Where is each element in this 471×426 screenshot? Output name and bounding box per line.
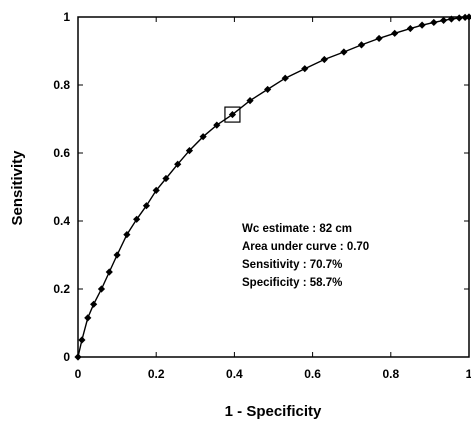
data-point	[391, 29, 399, 37]
x-tick-label: 0.8	[382, 367, 399, 381]
data-point	[455, 14, 463, 22]
data-point	[90, 300, 98, 308]
data-point	[78, 336, 86, 344]
annotation-wc-estimate: Wc estimate : 82 cm	[242, 223, 352, 235]
x-tick-label: 0.4	[226, 367, 243, 381]
x-tick-label: 0	[75, 367, 82, 381]
data-point	[84, 314, 92, 322]
plot-border	[77, 16, 470, 358]
data-point	[461, 13, 469, 21]
data-point	[357, 41, 366, 49]
annotation-specificity: Specificity : 58.7%	[242, 277, 342, 289]
data-point	[113, 251, 121, 259]
data-point	[340, 48, 348, 56]
data-point	[97, 285, 106, 293]
y-tick-label: 0.8	[53, 78, 70, 92]
data-point	[133, 215, 141, 223]
y-tick-label: 0	[63, 350, 70, 364]
data-point	[301, 65, 309, 73]
y-tick-label: 0.2	[53, 282, 70, 296]
data-point	[174, 160, 182, 168]
data-point	[228, 110, 237, 119]
cutoff-marker	[224, 106, 241, 123]
data-point	[406, 24, 414, 33]
data-point	[447, 15, 456, 23]
data-markers	[74, 13, 471, 361]
y-axis-label: Sensitivity	[9, 150, 26, 226]
data-point	[246, 97, 254, 105]
x-tick-label: 1	[466, 367, 471, 381]
y-tick-label: 0.4	[53, 214, 70, 228]
data-point	[439, 16, 448, 24]
data-point	[465, 13, 471, 21]
x-axis-label: 1 - Specificity	[225, 403, 322, 420]
annotation-sensitivity: Sensitivity : 70.7%	[242, 259, 342, 271]
highlighted-point	[224, 106, 241, 123]
series-line	[77, 16, 470, 358]
axis-ticks: 0 0.2 0.4 0.6 0.8 1 0 0.2 0.4 0.6 0.8 1	[53, 10, 471, 381]
data-point	[123, 231, 131, 239]
data-point	[281, 74, 289, 82]
data-point	[199, 133, 207, 141]
data-point	[142, 202, 151, 210]
data-point	[152, 186, 160, 194]
data-point	[418, 21, 426, 29]
data-point	[185, 147, 194, 155]
y-tick-label: 1	[63, 10, 70, 24]
roc-curve	[77, 16, 470, 358]
data-point	[105, 268, 113, 276]
data-point	[264, 85, 272, 94]
data-point	[213, 121, 221, 129]
x-tick-label: 0.6	[304, 367, 321, 381]
x-tick-label: 0.2	[148, 367, 165, 381]
y-tick-label: 0.6	[53, 146, 70, 160]
data-point	[375, 34, 383, 43]
data-point	[162, 174, 170, 183]
data-point	[74, 353, 82, 361]
annotation-box: Wc estimate : 82 cm Area under curve : 0…	[242, 223, 369, 289]
data-point	[320, 55, 328, 64]
data-point	[430, 18, 438, 27]
annotation-auc: Area under curve : 0.70	[242, 241, 369, 253]
plot-frame	[77, 16, 470, 358]
